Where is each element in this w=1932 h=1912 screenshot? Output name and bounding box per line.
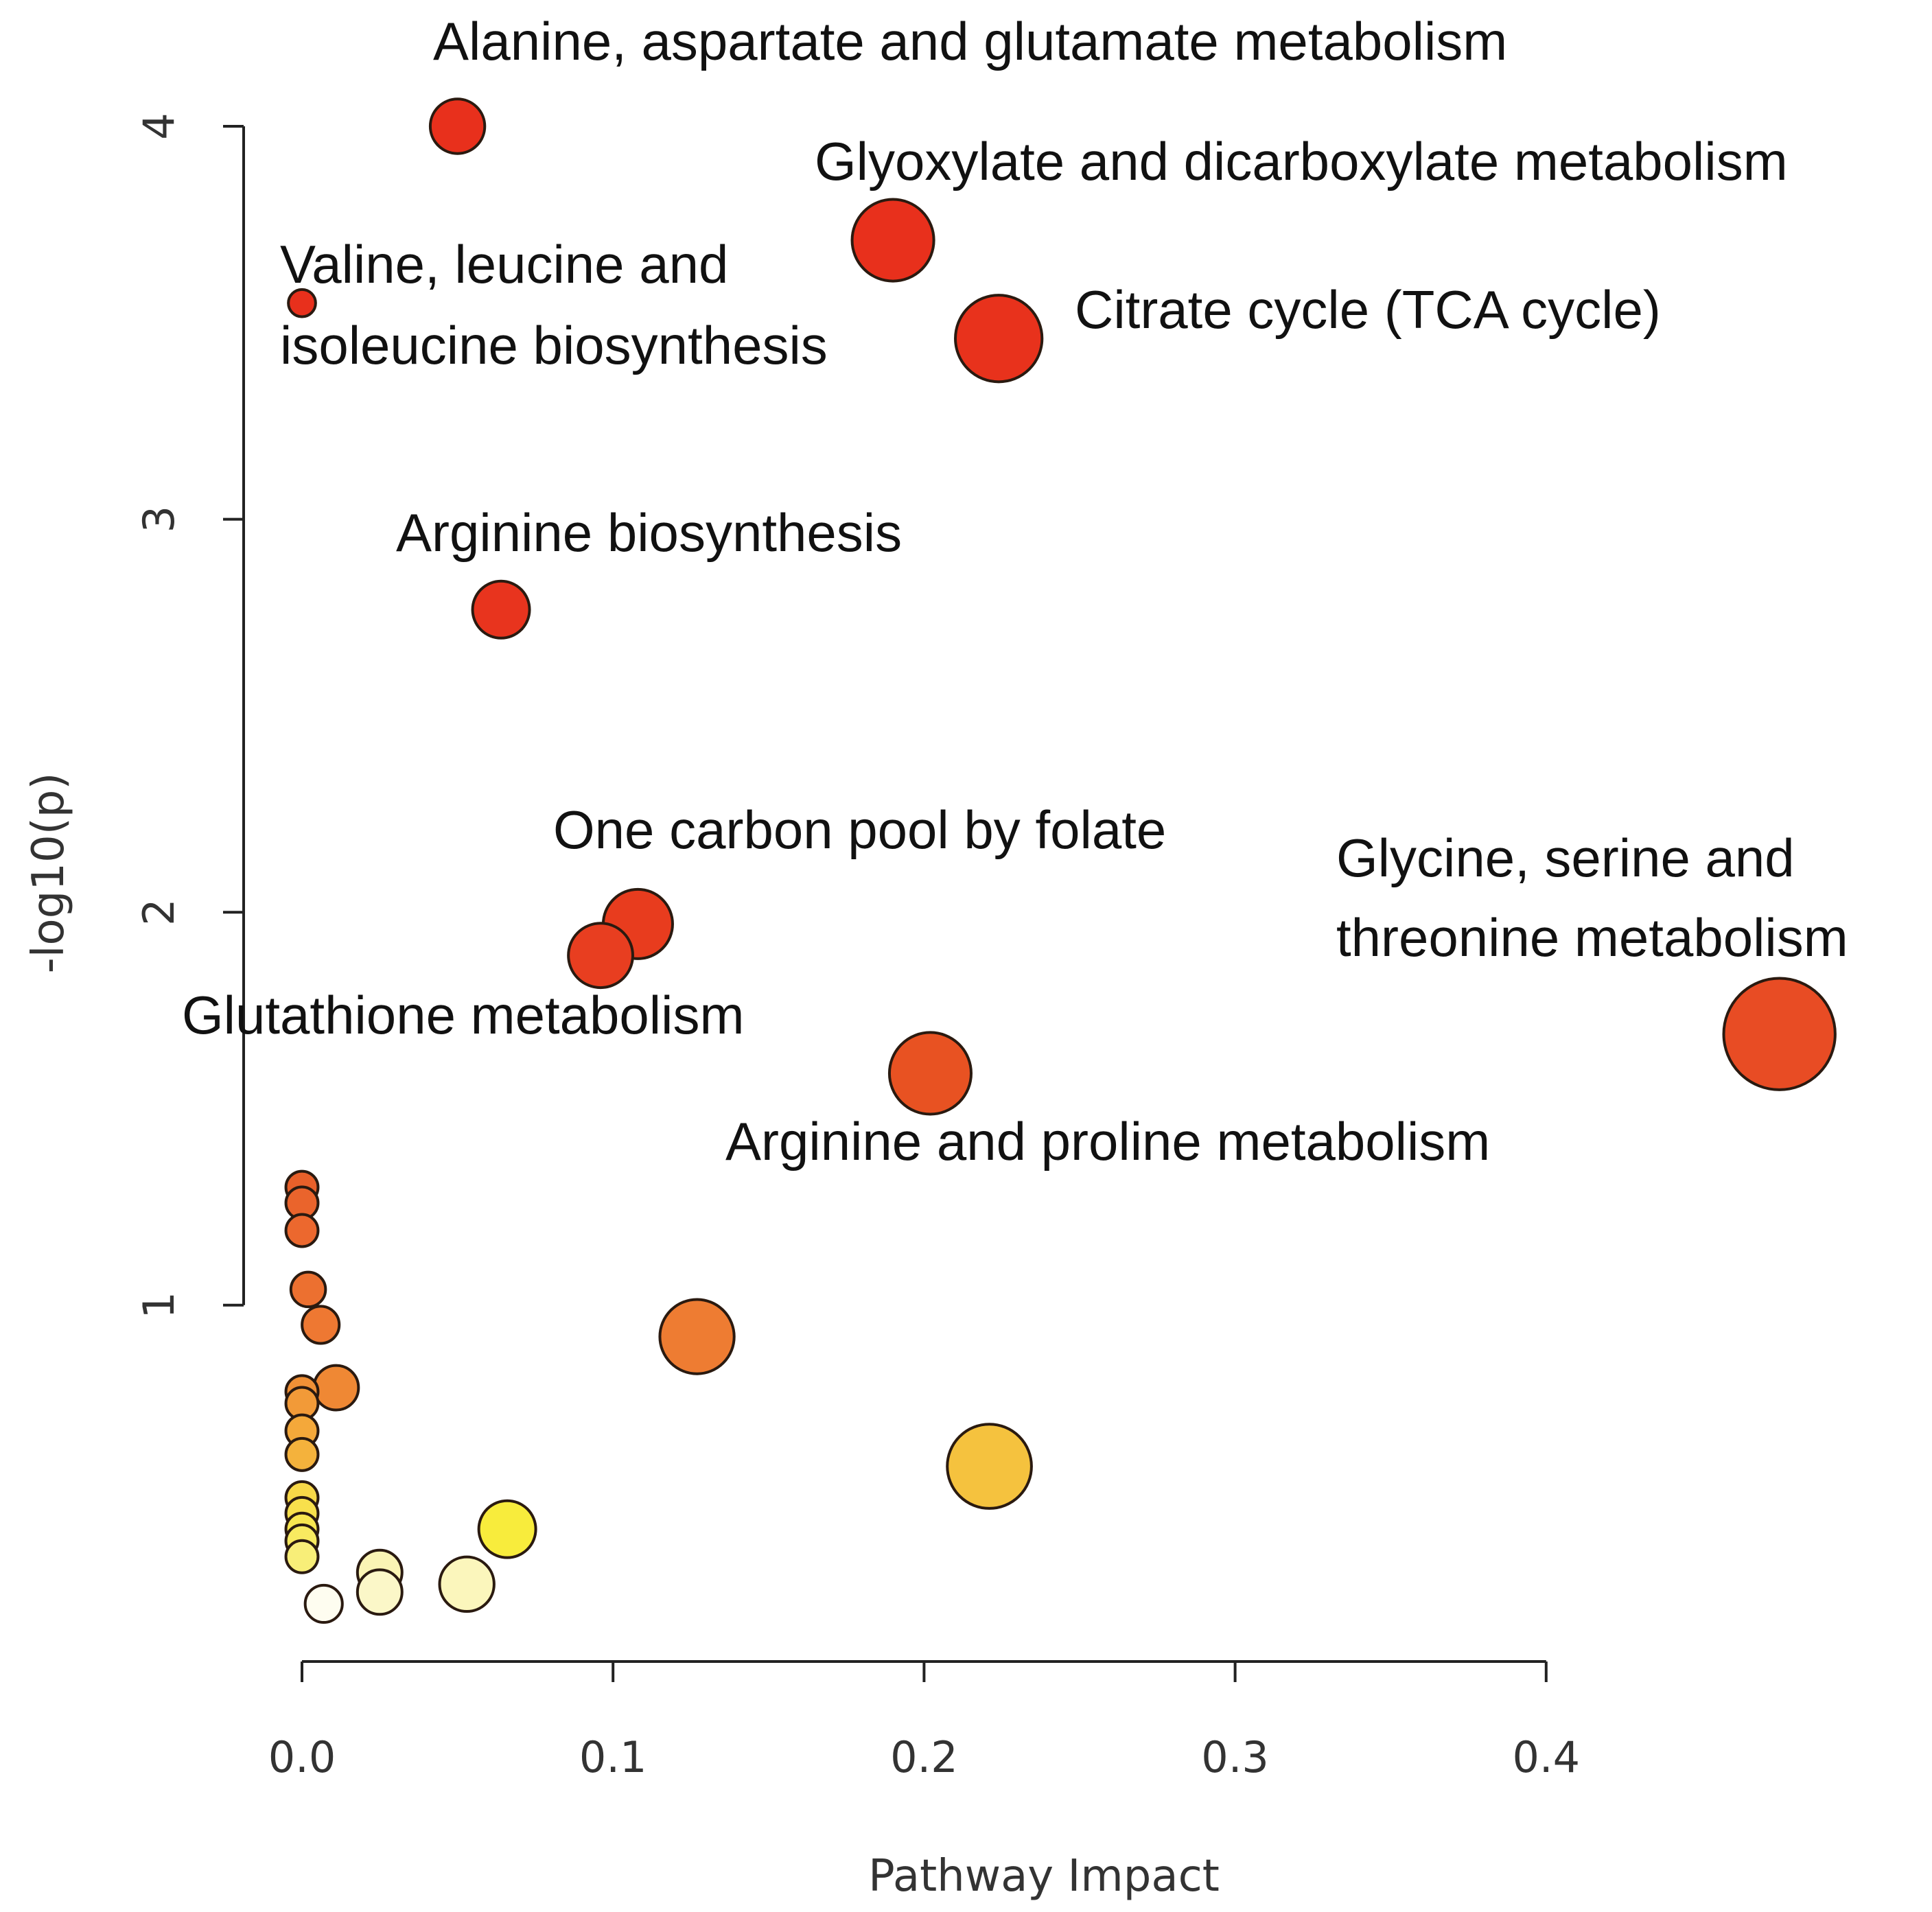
point-label: isoleucine biosynthesis	[280, 315, 828, 375]
point-label: Glyoxylate and dicarboxylate metabolism	[815, 131, 1788, 191]
point-label: Glutathione metabolism	[182, 985, 744, 1045]
point-label: Glycine, serine and	[1336, 828, 1795, 888]
data-points	[284, 97, 1837, 1624]
data-point	[301, 1305, 341, 1345]
data-point	[289, 1270, 327, 1309]
data-point	[284, 1213, 320, 1248]
point-label: Citrate cycle (TCA cycle)	[1075, 279, 1661, 340]
point-label: Valine, leucine and	[280, 234, 728, 294]
data-point	[850, 198, 935, 283]
data-point	[284, 1436, 320, 1472]
data-point	[287, 288, 317, 318]
data-point	[887, 1031, 973, 1116]
data-point	[946, 1423, 1033, 1510]
data-point	[428, 97, 487, 155]
data-point	[312, 1364, 360, 1412]
y-axis-title: -log10(p)	[23, 773, 74, 974]
data-point	[284, 1539, 320, 1574]
data-point	[954, 294, 1044, 384]
x-tick-label: 0.4	[1512, 1732, 1580, 1782]
data-point	[567, 922, 634, 990]
data-point	[477, 1499, 537, 1559]
x-axis-title: Pathway Impact	[868, 1851, 1220, 1902]
point-label: Arginine and proline metabolism	[725, 1111, 1490, 1171]
point-label: Arginine biosynthesis	[396, 502, 902, 563]
x-tick-label: 0.3	[1201, 1732, 1269, 1782]
y-tick-label: 3	[134, 506, 184, 533]
point-label: One carbon pool by folate	[553, 800, 1166, 860]
y-tick-label: 1	[134, 1292, 184, 1318]
y-tick-label: 4	[134, 113, 184, 139]
point-labels: Alanine, aspartate and glutamate metabol…	[182, 11, 1848, 1171]
data-point	[303, 1583, 344, 1624]
point-label: Alanine, aspartate and glutamate metabol…	[433, 11, 1507, 71]
data-point	[1722, 977, 1837, 1091]
data-point	[471, 579, 531, 640]
data-point	[438, 1555, 496, 1613]
point-label: threonine metabolism	[1336, 907, 1848, 968]
axes: 0.0 0.1 0.2 0.3 0.4 1 2 3 4	[134, 113, 1580, 1782]
x-tick-label: 0.1	[579, 1732, 647, 1782]
x-tick-label: 0.2	[890, 1732, 958, 1782]
y-tick-label: 2	[134, 898, 184, 925]
data-point	[658, 1298, 736, 1375]
data-point	[356, 1568, 404, 1616]
x-tick-label: 0.0	[268, 1732, 336, 1782]
